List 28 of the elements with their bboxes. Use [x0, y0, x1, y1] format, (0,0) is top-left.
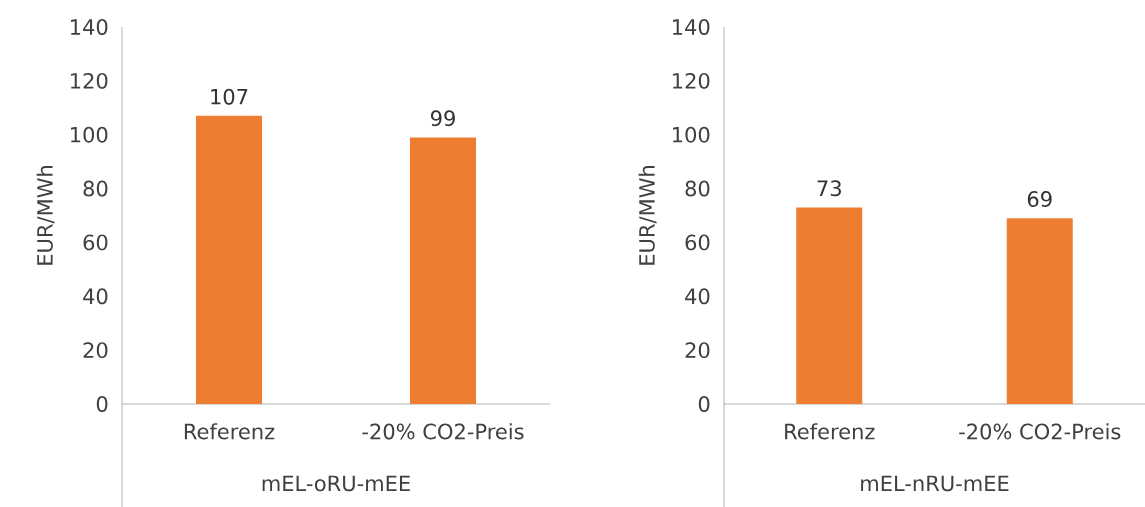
x-tick-label: Referenz: [184, 423, 275, 440]
x-axis-title: mEL-oRU-mEE: [262, 475, 410, 492]
y-tick-label: 80: [685, 180, 710, 197]
y-tick-label: 80: [83, 180, 108, 197]
y-tick-label: 0: [96, 396, 108, 412]
y-tick-label: 0: [698, 396, 710, 412]
data-label: 69: [1027, 191, 1052, 207]
y-tick-label: 20: [685, 342, 710, 359]
data-label: 107: [211, 88, 248, 105]
y-axis-title: EUR/MWh: [638, 166, 657, 265]
y-tick-label: 100: [673, 126, 710, 143]
y-tick-label: 100: [71, 126, 108, 143]
x-tick-label: -20% CO2-Preis: [362, 423, 524, 440]
data-label: 73: [817, 180, 841, 197]
data-label: 99: [430, 110, 455, 127]
x-tick-label: Referenz: [785, 423, 875, 440]
y-tick-label: 60: [685, 234, 710, 251]
y-tick-label: 120: [673, 72, 710, 89]
y-tick-label: 40: [685, 288, 710, 305]
y-tick-label: 40: [83, 288, 108, 305]
y-tick-label: 120: [71, 72, 108, 89]
x-axis-title: mEL-nRU-mEE: [861, 475, 1009, 492]
x-tick-label: -20% CO2-Preis: [959, 423, 1121, 440]
y-tick-label: 20: [83, 342, 108, 359]
y-tick-label: 60: [83, 234, 108, 251]
y-tick-label: 140: [71, 19, 108, 35]
y-tick-label: 140: [673, 19, 710, 35]
y-axis-title: EUR/MWh: [36, 166, 55, 265]
